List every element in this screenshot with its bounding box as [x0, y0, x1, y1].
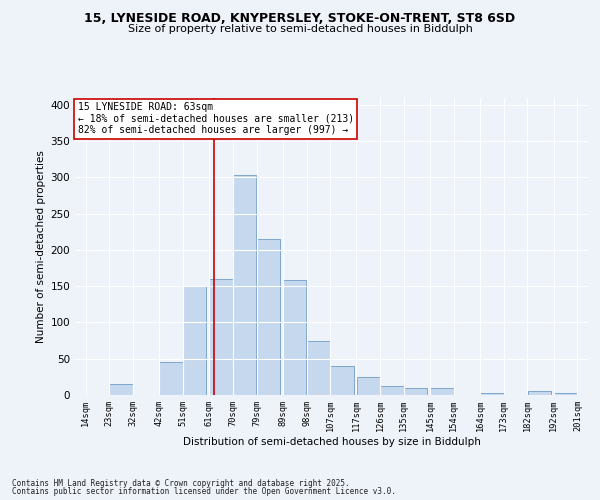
Bar [554, 393, 577, 395]
Bar [528, 392, 551, 395]
Bar [209, 279, 233, 395]
Bar [257, 239, 280, 395]
Bar [331, 366, 353, 395]
Text: Contains HM Land Registry data © Crown copyright and database right 2025.: Contains HM Land Registry data © Crown c… [12, 478, 350, 488]
Bar [307, 340, 330, 395]
X-axis label: Distribution of semi-detached houses by size in Biddulph: Distribution of semi-detached houses by … [182, 437, 481, 447]
Bar [380, 386, 404, 395]
Bar [283, 280, 306, 395]
Y-axis label: Number of semi-detached properties: Number of semi-detached properties [36, 150, 46, 342]
Bar [233, 175, 256, 395]
Text: 15, LYNESIDE ROAD, KNYPERSLEY, STOKE-ON-TRENT, ST8 6SD: 15, LYNESIDE ROAD, KNYPERSLEY, STOKE-ON-… [85, 12, 515, 26]
Bar [481, 393, 503, 395]
Text: Contains public sector information licensed under the Open Government Licence v3: Contains public sector information licen… [12, 488, 396, 496]
Text: Size of property relative to semi-detached houses in Biddulph: Size of property relative to semi-detach… [128, 24, 472, 34]
Bar [160, 362, 182, 395]
Bar [183, 286, 206, 395]
Bar [430, 388, 454, 395]
Bar [109, 384, 133, 395]
Text: 15 LYNESIDE ROAD: 63sqm
← 18% of semi-detached houses are smaller (213)
82% of s: 15 LYNESIDE ROAD: 63sqm ← 18% of semi-de… [77, 102, 353, 135]
Bar [357, 377, 380, 395]
Bar [404, 388, 427, 395]
